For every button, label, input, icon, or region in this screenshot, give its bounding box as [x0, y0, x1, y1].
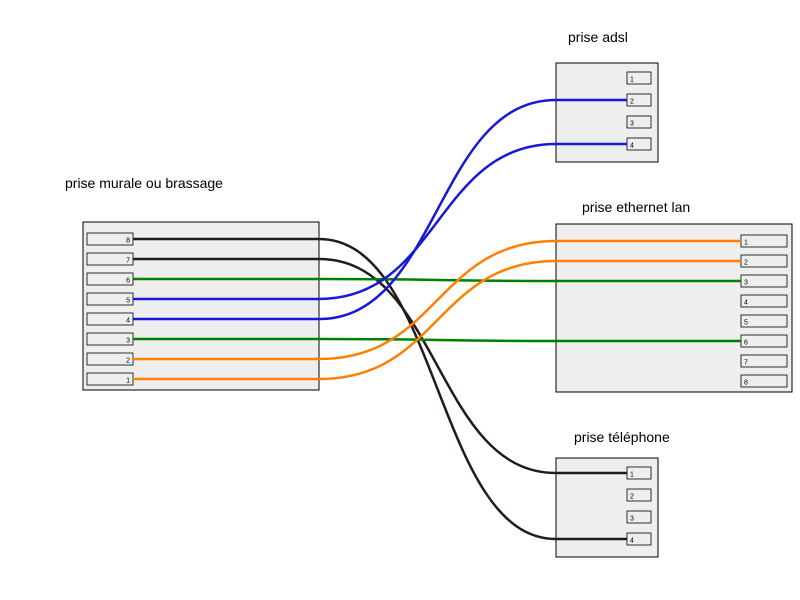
ethernet-pin-label-3: 3 — [744, 280, 748, 287]
wall-pin-label-5: 5 — [126, 298, 130, 305]
adsl-pin-label-3: 3 — [630, 121, 634, 128]
adsl-pin-label-2: 2 — [630, 99, 634, 106]
ethernet-pin-label-5: 5 — [744, 320, 748, 327]
ethernet-pin-label-1: 1 — [744, 240, 748, 247]
ethernet-pin-label-4: 4 — [744, 300, 748, 307]
wall-pin-label-4: 4 — [126, 318, 130, 325]
phone-title: prise téléphone — [574, 429, 670, 445]
ethernet-title: prise ethernet lan — [582, 199, 690, 215]
adsl-pin-label-1: 1 — [630, 77, 634, 84]
wall-pin-label-2: 2 — [126, 358, 130, 365]
phone-pin-label-1: 1 — [630, 472, 634, 479]
wall-pin-label-3: 3 — [126, 338, 130, 345]
adsl-title: prise adsl — [568, 29, 628, 45]
wall-pin-label-1: 1 — [126, 378, 130, 385]
phone-pin-label-2: 2 — [630, 494, 634, 501]
ethernet-pin-label-6: 6 — [744, 340, 748, 347]
ethernet-pin-label-7: 7 — [744, 360, 748, 367]
box-layer: 8 7 6 5 4 3 2 1 1 2 3 4 1 2 3 4 5 6 7 8 1 2 3 4 — [83, 63, 792, 557]
adsl-pin-label-4: 4 — [630, 143, 634, 150]
ethernet-pin-label-2: 2 — [744, 260, 748, 267]
wall-pin-label-6: 6 — [126, 278, 130, 285]
ethernet-pin-label-8: 8 — [744, 380, 748, 387]
wall-pin-label-8: 8 — [126, 238, 130, 245]
phone-pin-label-4: 4 — [630, 538, 634, 545]
phone-pin-label-3: 3 — [630, 516, 634, 523]
wall-pin-label-7: 7 — [126, 258, 130, 265]
wall-title: prise murale ou brassage — [65, 175, 223, 191]
